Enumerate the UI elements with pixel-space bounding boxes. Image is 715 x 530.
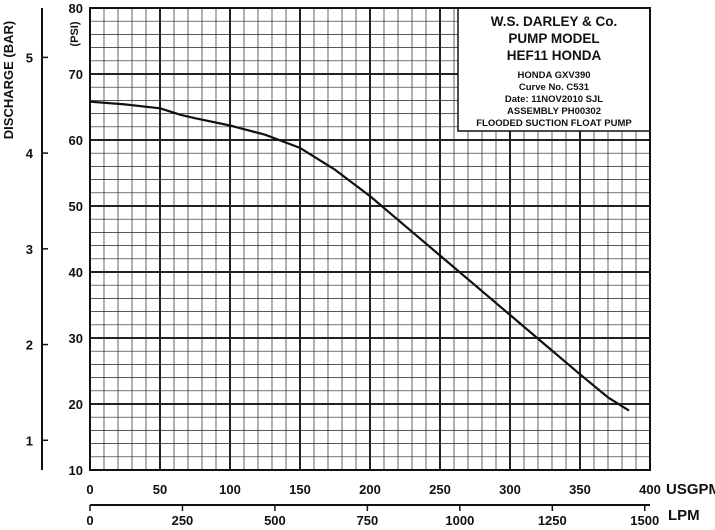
usgpm-tick-label: 150 <box>289 482 311 497</box>
info-line-date: Date: 11NOV2010 SJL <box>505 94 603 105</box>
plot-frame <box>89 7 651 471</box>
bar-tick-label: 4 <box>26 146 34 161</box>
info-title-line-3: HEF11 HONDA <box>507 48 602 63</box>
info-title-line-2: PUMP MODEL <box>508 31 599 46</box>
usgpm-tick-label: 100 <box>219 482 241 497</box>
bar-tick-label: 3 <box>26 242 33 257</box>
pump-curve-line <box>89 100 630 412</box>
lpm-tick-label: 1000 <box>445 513 474 528</box>
usgpm-tick-label: 250 <box>429 482 451 497</box>
info-box-background <box>457 7 651 132</box>
info-line-description: FLOODED SUCTION FLOAT PUMP <box>476 118 632 129</box>
lpm-tick-label: 1250 <box>538 513 567 528</box>
psi-tick-label: 20 <box>69 397 83 412</box>
psi-tick-labels: 10 20 30 40 50 60 70 80 <box>69 1 83 478</box>
usgpm-tick-label: 350 <box>569 482 591 497</box>
usgpm-tick-label: 50 <box>153 482 167 497</box>
psi-tick-label: 40 <box>69 265 83 280</box>
bar-tick-label: 5 <box>26 50 33 65</box>
usgpm-tick-labels: 0 50 100 150 200 250 300 350 400 <box>86 482 660 497</box>
bar-axis-label: DISCHARGE (BAR) <box>1 21 16 139</box>
lpm-tick-label: 0 <box>86 513 93 528</box>
lpm-axis-label: LPM <box>668 507 700 524</box>
lpm-tick-label: 750 <box>357 513 379 528</box>
info-title-line-1: W.S. DARLEY & Co. <box>491 14 618 29</box>
lpm-tick-labels: 0 250 500 750 1000 1250 1500 <box>86 505 659 528</box>
lpm-tick-label: 500 <box>264 513 286 528</box>
usgpm-tick-label: 300 <box>499 482 521 497</box>
psi-tick-label: 30 <box>69 331 83 346</box>
bar-tick-label: 2 <box>26 338 33 353</box>
usgpm-tick-label: 200 <box>359 482 381 497</box>
lpm-tick-label: 1500 <box>630 513 659 528</box>
info-box: W.S. DARLEY & Co. PUMP MODEL HEF11 HONDA… <box>457 7 651 132</box>
psi-tick-label: 10 <box>69 463 83 478</box>
bar-tick-label: 1 <box>26 433 33 448</box>
psi-axis-label: (PSI) <box>69 21 81 46</box>
psi-tick-label: 80 <box>69 1 83 16</box>
usgpm-axis-label: USGPM <box>666 481 715 498</box>
usgpm-tick-label: 400 <box>639 482 661 497</box>
bar-tick-labels: 1 2 3 4 5 <box>26 50 48 448</box>
info-line-engine: HONDA GXV390 <box>517 70 590 81</box>
psi-tick-label: 70 <box>69 67 83 82</box>
info-line-assembly: ASSEMBLY PH00302 <box>507 106 601 117</box>
psi-tick-label: 60 <box>69 133 83 148</box>
info-line-curve-no: Curve No. C531 <box>519 82 590 93</box>
lpm-tick-label: 250 <box>172 513 194 528</box>
psi-tick-label: 50 <box>69 199 83 214</box>
usgpm-tick-label: 0 <box>86 482 93 497</box>
